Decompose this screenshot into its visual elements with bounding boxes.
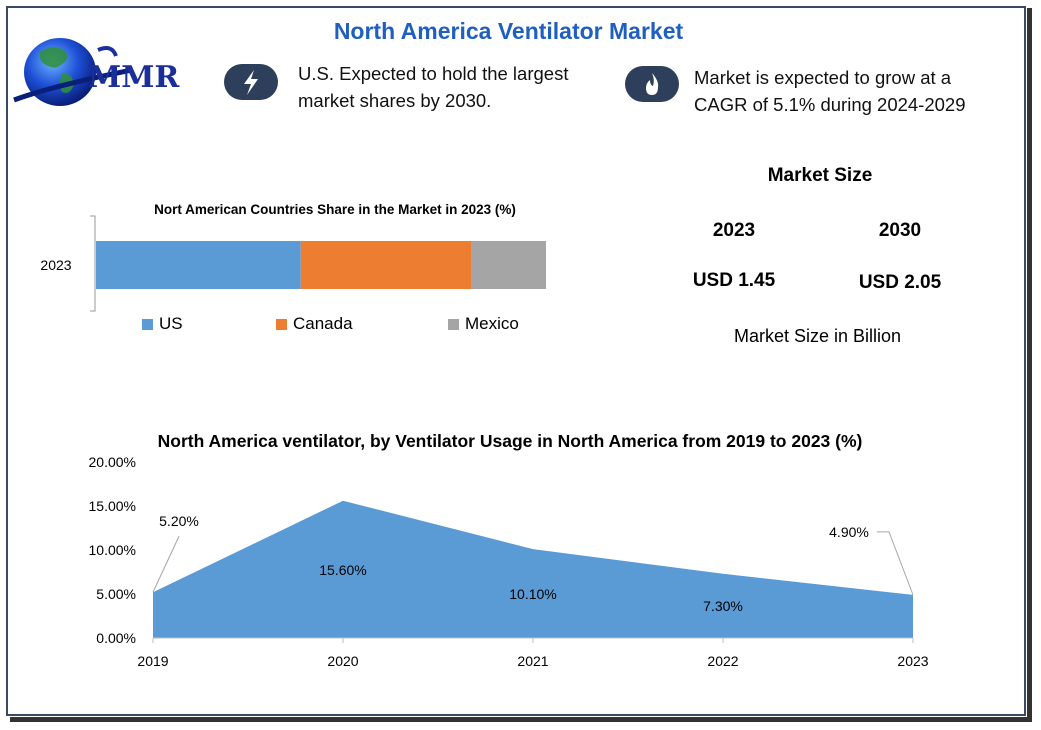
legend-swatch bbox=[142, 318, 153, 330]
data-label: 4.90% bbox=[829, 524, 869, 540]
logo-text: MMR bbox=[88, 60, 180, 95]
data-label: 10.10% bbox=[509, 586, 556, 602]
legend-swatch bbox=[448, 318, 459, 330]
market-size-value-2030: USD 2.05 bbox=[858, 272, 942, 293]
frame-shadow-right bbox=[1027, 8, 1032, 722]
y-tick-label: 5.00% bbox=[96, 586, 136, 602]
market-size-value-2023: USD 1.45 bbox=[692, 270, 776, 291]
data-label: 5.20% bbox=[159, 513, 199, 529]
globe-icon bbox=[13, 38, 133, 106]
data-label: 15.60% bbox=[319, 562, 366, 578]
x-tick-label: 2023 bbox=[897, 653, 928, 669]
legend-us: US bbox=[142, 314, 183, 334]
y-tick-label: 15.00% bbox=[89, 498, 136, 514]
bar-axis bbox=[90, 215, 96, 312]
legend-canada: Canada bbox=[276, 314, 353, 334]
market-size-year-2030: 2030 bbox=[878, 220, 922, 241]
bar-category-label: 2023 bbox=[40, 257, 71, 273]
info-cagr: Market is expected to grow at a CAGR of … bbox=[694, 64, 966, 118]
market-size-year-2023: 2023 bbox=[712, 220, 756, 241]
market-size-note: Market Size in Billion bbox=[733, 326, 902, 346]
info-line: U.S. Expected to hold the largest bbox=[298, 63, 569, 84]
y-tick-label: 0.00% bbox=[96, 630, 136, 646]
data-label-leader bbox=[152, 536, 180, 593]
area-series bbox=[153, 500, 913, 638]
x-tick-label: 2022 bbox=[707, 653, 738, 669]
bar-segment-us bbox=[96, 241, 301, 289]
mmr-logo bbox=[12, 34, 212, 112]
info-us-share: U.S. Expected to hold the largest market… bbox=[298, 60, 568, 114]
bar-segment-mexico bbox=[471, 241, 546, 289]
x-tick-label: 2021 bbox=[517, 653, 548, 669]
legend-label: Canada bbox=[293, 314, 353, 333]
x-tick-label: 2019 bbox=[137, 653, 168, 669]
flame-icon bbox=[625, 66, 679, 102]
infographic-frame bbox=[6, 6, 1026, 716]
bar-segment-canada bbox=[300, 241, 472, 289]
data-label: 7.30% bbox=[703, 598, 743, 614]
market-size-title: Market Size bbox=[767, 165, 873, 186]
info-line: Market is expected to grow at a bbox=[694, 67, 952, 88]
data-label-leader bbox=[877, 531, 914, 596]
page-title: North America Ventilator Market bbox=[333, 18, 684, 44]
legend-label: Mexico bbox=[465, 314, 519, 333]
legend-swatch bbox=[276, 318, 287, 330]
frame-shadow-bottom bbox=[10, 717, 1032, 722]
x-tick-label: 2020 bbox=[327, 653, 358, 669]
legend-label: US bbox=[159, 314, 183, 333]
y-tick-label: 10.00% bbox=[89, 542, 136, 558]
area-chart-title: North America ventilator, by Ventilator … bbox=[157, 431, 863, 451]
bar-chart-title: Nort American Countries Share in the Mar… bbox=[154, 202, 516, 217]
lightning-icon bbox=[224, 64, 278, 100]
legend-mexico: Mexico bbox=[448, 314, 519, 334]
info-line: CAGR of 5.1% during 2024-2029 bbox=[694, 94, 966, 115]
info-line: market shares by 2030. bbox=[298, 90, 492, 111]
y-tick-label: 20.00% bbox=[89, 454, 136, 470]
